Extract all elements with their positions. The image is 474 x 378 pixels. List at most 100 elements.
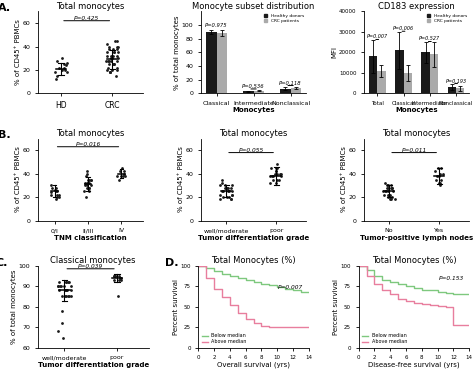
Point — [52, 76, 59, 82]
Point — [60, 283, 68, 289]
Point — [384, 183, 392, 189]
Point — [382, 188, 390, 194]
Point — [219, 188, 227, 194]
Point — [58, 67, 66, 73]
Point — [87, 177, 95, 183]
Point — [52, 185, 60, 191]
Point — [62, 62, 69, 68]
Text: P=0.193: P=0.193 — [446, 79, 467, 84]
Point — [106, 69, 114, 75]
Text: P=0.536: P=0.536 — [242, 84, 265, 89]
Point — [386, 197, 393, 203]
Point — [216, 192, 224, 198]
Text: P=0.527: P=0.527 — [419, 37, 440, 42]
Point — [62, 279, 69, 285]
Point — [435, 173, 443, 179]
Point — [55, 192, 63, 198]
Legend: Below median, Above median: Below median, Above median — [361, 332, 408, 345]
Point — [60, 61, 68, 67]
Point — [81, 180, 89, 186]
X-axis label: Disease-free survival (yrs): Disease-free survival (yrs) — [368, 362, 460, 368]
Point — [55, 287, 63, 293]
Point — [437, 180, 444, 186]
Point — [386, 194, 394, 200]
Bar — [448, 87, 456, 93]
Point — [437, 165, 445, 171]
Point — [384, 194, 392, 200]
Point — [83, 185, 91, 191]
Point — [85, 185, 92, 191]
Point — [65, 279, 73, 285]
Point — [227, 197, 235, 203]
Point — [228, 188, 236, 194]
X-axis label: Tumor differentiation grade: Tumor differentiation grade — [198, 235, 309, 241]
Point — [389, 188, 397, 194]
Point — [384, 192, 392, 198]
Point — [105, 61, 113, 67]
Point — [110, 273, 118, 279]
Bar — [395, 50, 403, 93]
Point — [106, 69, 114, 75]
Point — [60, 335, 67, 341]
Point — [88, 177, 95, 183]
Point — [432, 177, 440, 183]
Point — [387, 185, 395, 191]
Point — [115, 177, 122, 183]
Point — [85, 180, 92, 186]
Point — [224, 185, 232, 191]
Point — [103, 67, 110, 73]
Point — [103, 50, 110, 56]
Point — [58, 55, 66, 61]
Point — [385, 192, 393, 198]
Point — [110, 50, 118, 56]
Text: D.: D. — [165, 257, 179, 268]
Point — [116, 277, 123, 283]
Point — [273, 170, 281, 177]
Point — [113, 53, 120, 59]
Point — [216, 197, 224, 203]
Point — [63, 60, 71, 66]
Point — [108, 55, 116, 61]
Point — [114, 57, 121, 64]
Point — [51, 69, 59, 75]
Point — [221, 183, 228, 189]
Point — [62, 279, 70, 285]
Point — [113, 38, 121, 44]
Point — [84, 177, 91, 183]
Point — [104, 65, 111, 71]
Point — [118, 277, 125, 283]
Point — [110, 50, 118, 56]
Legend: Healthy donors, CRC patients: Healthy donors, CRC patients — [264, 14, 304, 23]
Point — [221, 185, 228, 191]
Point — [273, 168, 280, 174]
Legend: Healthy donors, CRC patients: Healthy donors, CRC patients — [427, 14, 467, 23]
Point — [380, 192, 388, 198]
X-axis label: Monocytes: Monocytes — [232, 107, 275, 113]
Title: Total monocytes: Total monocytes — [56, 2, 125, 11]
Point — [111, 273, 119, 279]
Point — [83, 183, 91, 189]
Point — [106, 69, 114, 75]
Point — [47, 192, 55, 198]
Point — [103, 41, 111, 47]
Point — [85, 188, 92, 194]
Point — [103, 53, 111, 59]
Point — [387, 183, 394, 189]
Point — [433, 173, 440, 179]
Point — [56, 283, 64, 289]
Point — [439, 170, 447, 177]
Bar — [456, 88, 465, 93]
Point — [266, 180, 274, 186]
Y-axis label: % of total monocytes: % of total monocytes — [11, 270, 17, 344]
Point — [436, 180, 443, 186]
Point — [114, 55, 122, 61]
Point — [271, 170, 279, 177]
Point — [106, 46, 113, 52]
Point — [222, 185, 230, 191]
Point — [85, 185, 93, 191]
Point — [111, 38, 119, 44]
Point — [110, 61, 118, 67]
Point — [53, 57, 61, 64]
Point — [64, 279, 72, 285]
Title: CD183 expression: CD183 expression — [378, 2, 455, 11]
